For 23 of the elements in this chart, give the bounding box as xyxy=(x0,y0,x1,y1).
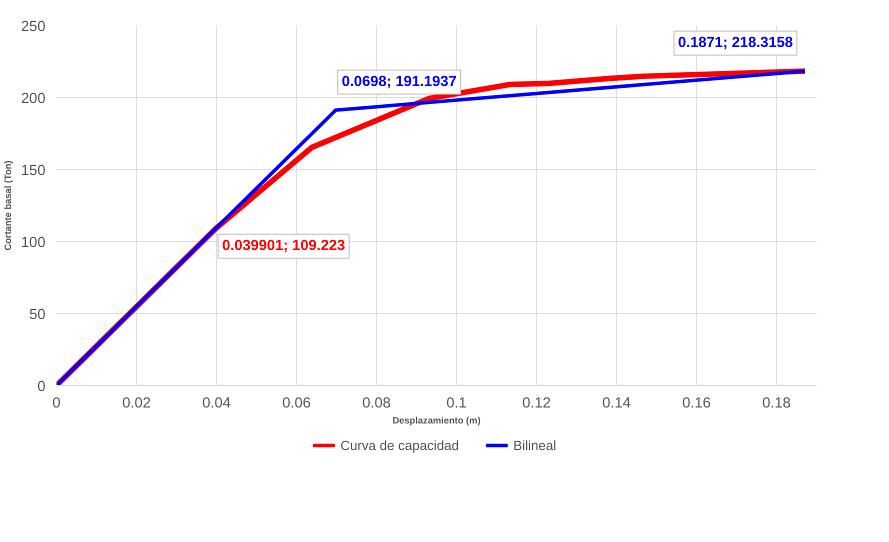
x-tick-label: 0.16 xyxy=(682,396,711,412)
x-tick-label: 0.12 xyxy=(522,396,551,412)
legend-label: Curva de capacidad xyxy=(340,438,459,453)
x-tick-label: 0.04 xyxy=(202,396,231,412)
annotation: 0.0698; 191.1937 xyxy=(342,74,457,90)
y-tick-label: 100 xyxy=(21,235,46,251)
x-tick-label: 0.1 xyxy=(446,396,467,412)
y-tick-label: 0 xyxy=(37,379,46,395)
x-axis-title: Desplazamiento (m) xyxy=(392,416,481,426)
annotation: 0.1871; 218.3158 xyxy=(678,35,793,52)
legend-label: Bilineal xyxy=(513,438,556,453)
x-tick-label: 0.14 xyxy=(602,396,631,412)
annotation: 0.039901; 109.223 xyxy=(222,238,346,254)
x-tick-label: 0.02 xyxy=(122,396,151,412)
y-axis-title: Cortante basal (Ton) xyxy=(3,160,14,250)
y-tick-label: 250 xyxy=(21,19,46,35)
y-tick-label: 50 xyxy=(29,307,46,323)
x-tick-label: 0.08 xyxy=(362,396,391,412)
x-tick-label: 0.18 xyxy=(762,396,791,412)
x-tick-label: 0.06 xyxy=(282,396,311,412)
x-tick-label: 0 xyxy=(52,396,61,412)
y-tick-label: 200 xyxy=(21,91,46,107)
y-tick-label: 150 xyxy=(21,163,46,179)
